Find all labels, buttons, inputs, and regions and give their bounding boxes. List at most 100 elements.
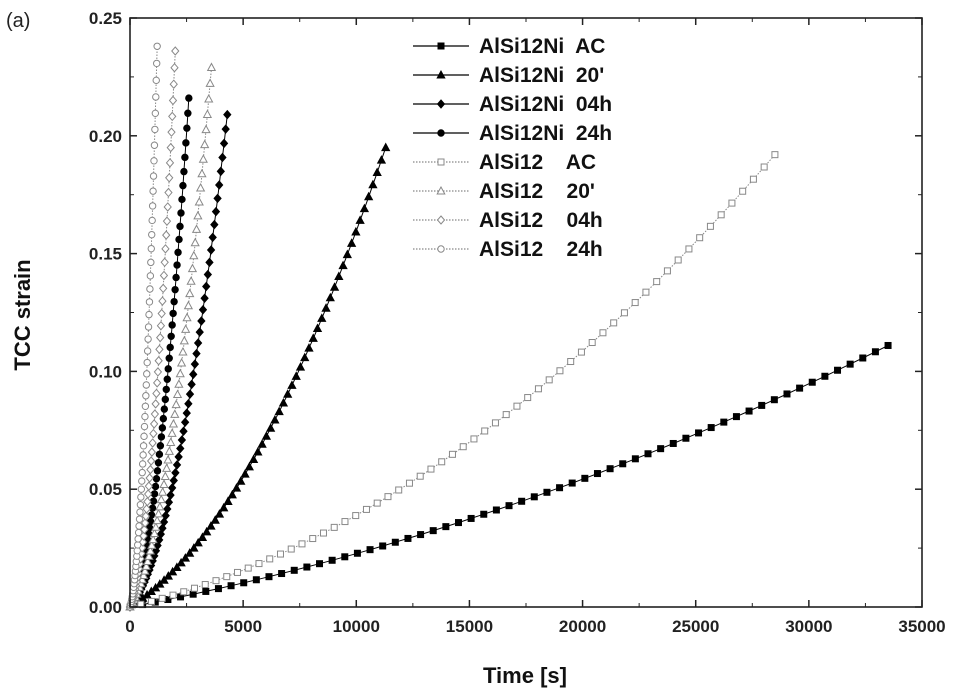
data-point bbox=[204, 93, 214, 103]
data-point bbox=[341, 553, 349, 561]
data-point bbox=[695, 429, 703, 437]
data-point bbox=[185, 548, 195, 557]
data-point bbox=[141, 561, 151, 570]
data-point bbox=[143, 556, 153, 566]
data-point bbox=[140, 524, 149, 535]
data-point bbox=[206, 521, 216, 530]
x-tick-label: 35000 bbox=[898, 617, 945, 636]
legend-label: AlSi12Ni AC bbox=[479, 35, 605, 58]
data-point bbox=[169, 475, 178, 486]
data-point bbox=[144, 323, 153, 331]
data-point bbox=[153, 42, 161, 50]
data-point bbox=[184, 109, 192, 117]
data-point bbox=[163, 375, 171, 383]
data-point bbox=[513, 402, 521, 410]
y-tick-label: 0.25 bbox=[89, 9, 122, 28]
data-point bbox=[176, 557, 186, 567]
data-point bbox=[156, 332, 165, 343]
data-point bbox=[317, 313, 327, 322]
data-point bbox=[147, 511, 156, 519]
x-tick-label: 25000 bbox=[672, 617, 719, 636]
data-point bbox=[206, 62, 217, 71]
data-point bbox=[303, 563, 311, 571]
legend-label: AlSi12 20' bbox=[479, 180, 595, 203]
data-point bbox=[201, 124, 211, 134]
data-point bbox=[372, 167, 382, 177]
data-point bbox=[739, 187, 747, 195]
data-point bbox=[174, 379, 184, 388]
series-5 bbox=[126, 151, 779, 611]
legend-label: AlSi12 AC bbox=[479, 151, 596, 174]
data-point bbox=[685, 245, 693, 253]
data-point bbox=[148, 216, 156, 225]
data-point bbox=[169, 309, 177, 318]
data-point bbox=[291, 371, 301, 380]
data-point bbox=[180, 417, 190, 428]
x-axis-title: Time [s] bbox=[483, 663, 567, 688]
data-point bbox=[491, 419, 499, 427]
data-point bbox=[160, 257, 169, 268]
data-point bbox=[150, 141, 159, 149]
data-point bbox=[197, 532, 208, 541]
data-point bbox=[223, 109, 232, 120]
data-point bbox=[135, 515, 144, 523]
data-point bbox=[203, 269, 213, 280]
data-point bbox=[405, 479, 413, 487]
data-point bbox=[163, 571, 173, 580]
data-point bbox=[379, 542, 387, 550]
data-point bbox=[141, 402, 150, 410]
y-tick-label: 0.00 bbox=[89, 598, 122, 617]
data-point bbox=[148, 230, 156, 239]
data-point bbox=[195, 327, 204, 337]
legend-marker bbox=[436, 69, 446, 79]
legend-label: AlSi12 24h bbox=[479, 238, 603, 261]
data-point bbox=[172, 460, 182, 470]
data-point bbox=[177, 435, 187, 445]
data-point bbox=[470, 435, 478, 443]
data-point bbox=[218, 152, 227, 163]
data-point bbox=[202, 526, 212, 536]
data-point bbox=[164, 365, 172, 373]
data-point bbox=[140, 518, 150, 528]
data-point bbox=[215, 180, 224, 190]
data-point bbox=[161, 395, 170, 404]
data-point bbox=[178, 346, 188, 356]
data-point bbox=[346, 238, 357, 247]
data-point bbox=[167, 127, 176, 137]
data-point bbox=[180, 167, 188, 176]
data-point bbox=[174, 452, 183, 462]
series-1 bbox=[126, 341, 892, 611]
data-point bbox=[172, 389, 183, 399]
data-point bbox=[771, 151, 779, 159]
data-point bbox=[682, 434, 690, 442]
data-point bbox=[175, 368, 185, 378]
data-point bbox=[227, 582, 235, 590]
data-point bbox=[644, 450, 652, 458]
data-point bbox=[577, 348, 585, 356]
data-point bbox=[165, 158, 175, 168]
legend-marker bbox=[436, 185, 446, 195]
data-point bbox=[147, 447, 157, 457]
legend-entry: AlSi12Ni 24h bbox=[413, 122, 612, 145]
data-point bbox=[201, 581, 209, 589]
data-point bbox=[620, 309, 628, 317]
data-point bbox=[304, 343, 314, 352]
data-point bbox=[149, 428, 158, 439]
legend-marker bbox=[437, 158, 445, 166]
data-point bbox=[170, 409, 180, 418]
data-point bbox=[177, 209, 185, 217]
data-point bbox=[319, 529, 327, 537]
data-point bbox=[189, 543, 199, 552]
data-point bbox=[717, 211, 725, 219]
data-point bbox=[165, 354, 173, 362]
data-point bbox=[328, 556, 336, 564]
data-point bbox=[202, 281, 211, 292]
legend-entry: AlSi12 20' bbox=[413, 180, 595, 203]
data-point bbox=[211, 206, 221, 217]
data-point bbox=[276, 550, 284, 558]
data-point bbox=[152, 475, 161, 483]
data-point bbox=[143, 370, 151, 378]
data-point bbox=[158, 424, 167, 432]
data-point bbox=[159, 479, 169, 488]
data-point bbox=[368, 179, 378, 189]
